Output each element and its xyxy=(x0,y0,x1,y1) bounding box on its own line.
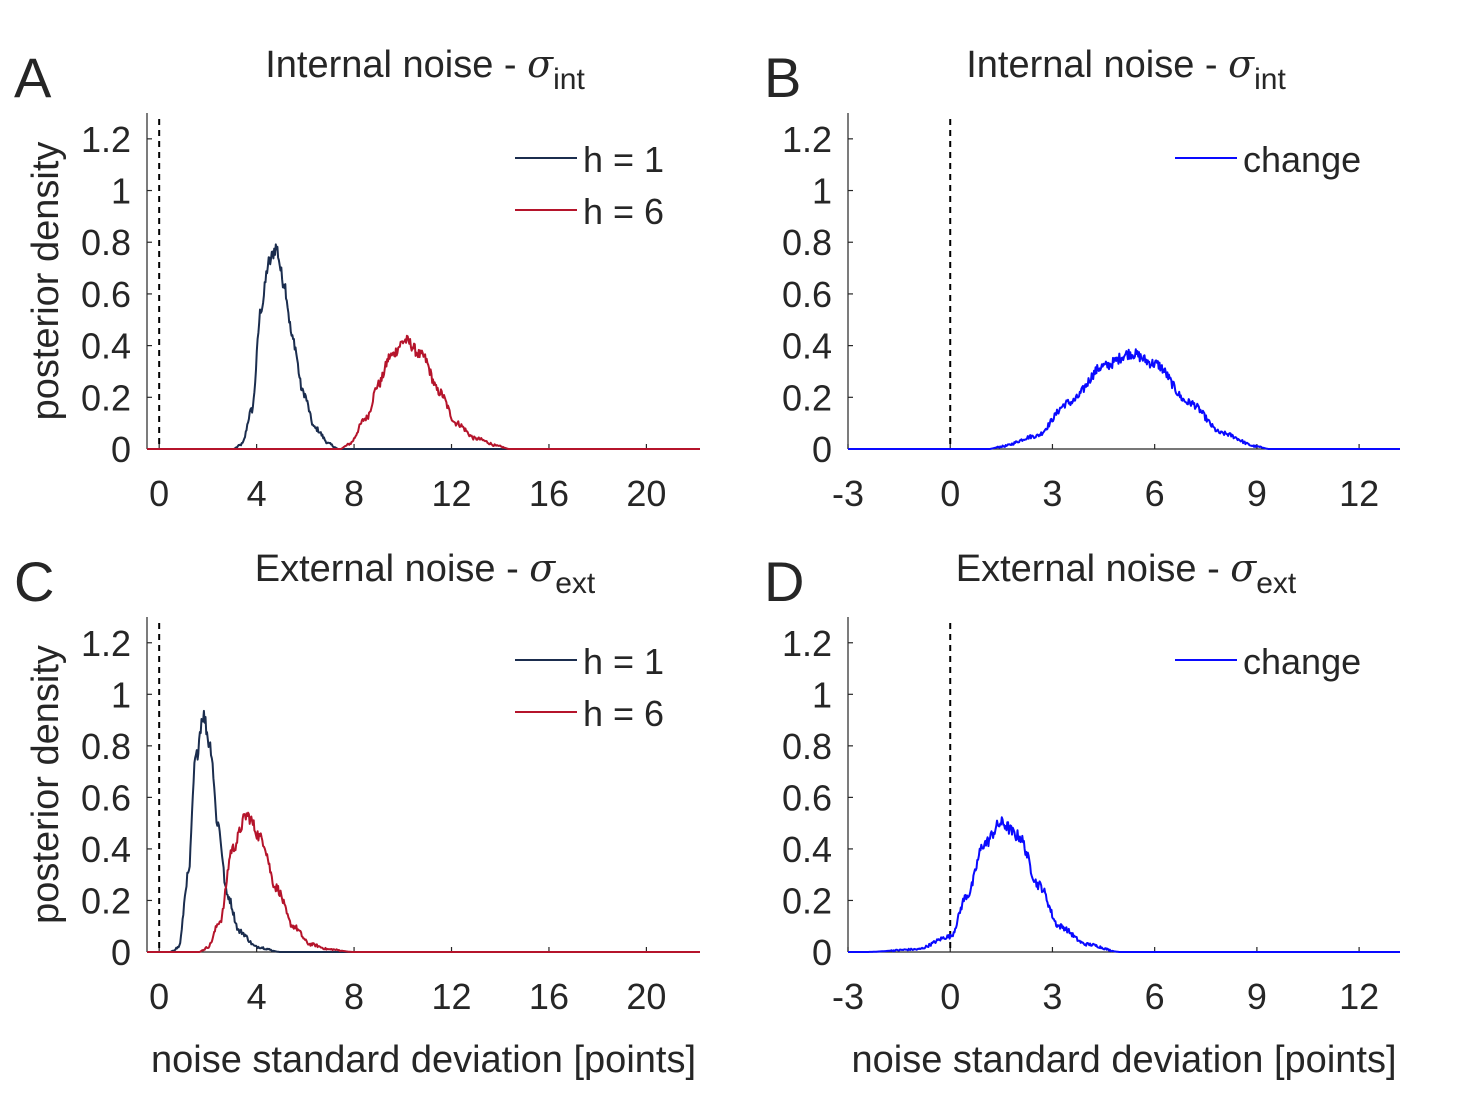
panel-a: A Internal noise - σint posterior densit… xyxy=(14,42,701,514)
y-tick-label: 0.4 xyxy=(782,326,832,367)
x-tick-label: 6 xyxy=(1145,473,1165,514)
y-tick-label: 1.2 xyxy=(782,119,832,160)
y-tick-label: 0.8 xyxy=(782,726,832,767)
panel-title-text: External noise - xyxy=(255,548,530,590)
x-tick-label: 0 xyxy=(149,473,169,514)
panel-letter: D xyxy=(764,550,804,613)
y-tick-label: 0.6 xyxy=(782,777,832,818)
y-axis-label: posterior density xyxy=(25,645,67,924)
panel-b: B Internal noise - σint 0 0.2 0.4 0.6 0.8 1 1.… xyxy=(764,42,1401,514)
y-tick-label: 0.2 xyxy=(81,377,131,418)
y-tick-label: 1.2 xyxy=(81,623,131,664)
y-tick-label: 0.8 xyxy=(782,222,832,263)
x-tick-label: 16 xyxy=(529,473,569,514)
x-tick-label: 4 xyxy=(247,473,267,514)
legend-label: change xyxy=(1243,139,1361,180)
panel-title: External noise - σext xyxy=(956,546,1297,600)
y-tick-label: 0 xyxy=(812,932,832,973)
title-subscript: int xyxy=(1254,63,1286,96)
y-tick-label: 0.2 xyxy=(782,377,832,418)
y-tick-label: 0.2 xyxy=(782,880,832,921)
series-line-h1 xyxy=(146,709,701,953)
y-tick-label: 0.6 xyxy=(81,274,131,315)
series-line-h6 xyxy=(146,334,701,450)
x-tick-label: 12 xyxy=(431,473,471,514)
y-tick-label: 0.2 xyxy=(81,880,131,921)
x-tick-label: 12 xyxy=(1339,976,1379,1017)
x-tick-label: -3 xyxy=(832,473,864,514)
x-tick-label: 20 xyxy=(626,976,666,1017)
panel-title-text: Internal noise - xyxy=(265,44,527,86)
y-tick-label: 0.4 xyxy=(81,829,131,870)
legend-label: h = 1 xyxy=(583,139,664,180)
x-tick-label: 6 xyxy=(1145,976,1165,1017)
y-tick-label: 0 xyxy=(111,429,131,470)
title-subscript: ext xyxy=(555,567,596,600)
sigma-symbol: σ xyxy=(527,42,554,86)
y-tick-label: 0 xyxy=(812,429,832,470)
y-tick-label: 0.4 xyxy=(782,829,832,870)
series-line-h1 xyxy=(146,243,701,450)
legend-label: h = 6 xyxy=(583,191,664,232)
x-tick-label: 8 xyxy=(344,473,364,514)
x-tick-label: 3 xyxy=(1042,976,1062,1017)
sigma-symbol: σ xyxy=(1228,42,1255,86)
series-line-change xyxy=(847,348,1401,450)
x-tick-label: 12 xyxy=(1339,473,1379,514)
y-tick-label: 0.8 xyxy=(81,222,131,263)
sigma-symbol: σ xyxy=(529,546,556,590)
panel-title: External noise - σext xyxy=(255,546,596,600)
x-tick-label: 0 xyxy=(940,976,960,1017)
title-subscript: int xyxy=(553,63,585,96)
title-subscript: ext xyxy=(1256,567,1297,600)
y-tick-label: 0.4 xyxy=(81,326,131,367)
x-tick-label: 16 xyxy=(529,976,569,1017)
y-tick-label: 1.2 xyxy=(81,119,131,160)
y-tick-label: 1.2 xyxy=(782,623,832,664)
x-tick-label: 0 xyxy=(940,473,960,514)
panel-title: Internal noise - σint xyxy=(265,42,585,96)
panel-title-text: External noise - xyxy=(956,548,1231,590)
y-tick-label: 0.6 xyxy=(782,274,832,315)
x-tick-label: 4 xyxy=(247,976,267,1017)
x-tick-label: -3 xyxy=(832,976,864,1017)
x-tick-label: 12 xyxy=(431,976,471,1017)
legend-label: h = 1 xyxy=(583,641,664,682)
x-tick-label: 9 xyxy=(1247,473,1267,514)
legend-label: change xyxy=(1243,641,1361,682)
y-tick-label: 1 xyxy=(111,674,131,715)
y-tick-label: 0.6 xyxy=(81,777,131,818)
x-axis-label: noise standard deviation [points] xyxy=(851,1039,1396,1081)
y-tick-label: 0 xyxy=(111,932,131,973)
series-line-change xyxy=(847,816,1401,953)
panel-d: D External noise - σext noise standard d… xyxy=(764,546,1401,1081)
legend-label: h = 6 xyxy=(583,693,664,734)
panel-letter: B xyxy=(764,46,801,109)
y-tick-label: 1 xyxy=(111,171,131,212)
y-tick-label: 1 xyxy=(812,171,832,212)
x-tick-label: 20 xyxy=(626,473,666,514)
y-tick-label: 0.8 xyxy=(81,726,131,767)
panel-title: Internal noise - σint xyxy=(966,42,1286,96)
x-tick-label: 3 xyxy=(1042,473,1062,514)
panel-letter: C xyxy=(14,550,54,613)
panel-c: C External noise - σext posterior densit… xyxy=(14,546,701,1081)
sigma-symbol: σ xyxy=(1230,546,1257,590)
panel-title-text: Internal noise - xyxy=(966,44,1228,86)
x-axis-label: noise standard deviation [points] xyxy=(151,1039,696,1081)
x-tick-label: 0 xyxy=(149,976,169,1017)
y-tick-label: 1 xyxy=(812,674,832,715)
series-line-h6 xyxy=(146,811,701,953)
panel-letter: A xyxy=(14,46,52,109)
x-tick-label: 9 xyxy=(1247,976,1267,1017)
x-tick-label: 8 xyxy=(344,976,364,1017)
y-axis-label: posterior density xyxy=(25,142,67,421)
